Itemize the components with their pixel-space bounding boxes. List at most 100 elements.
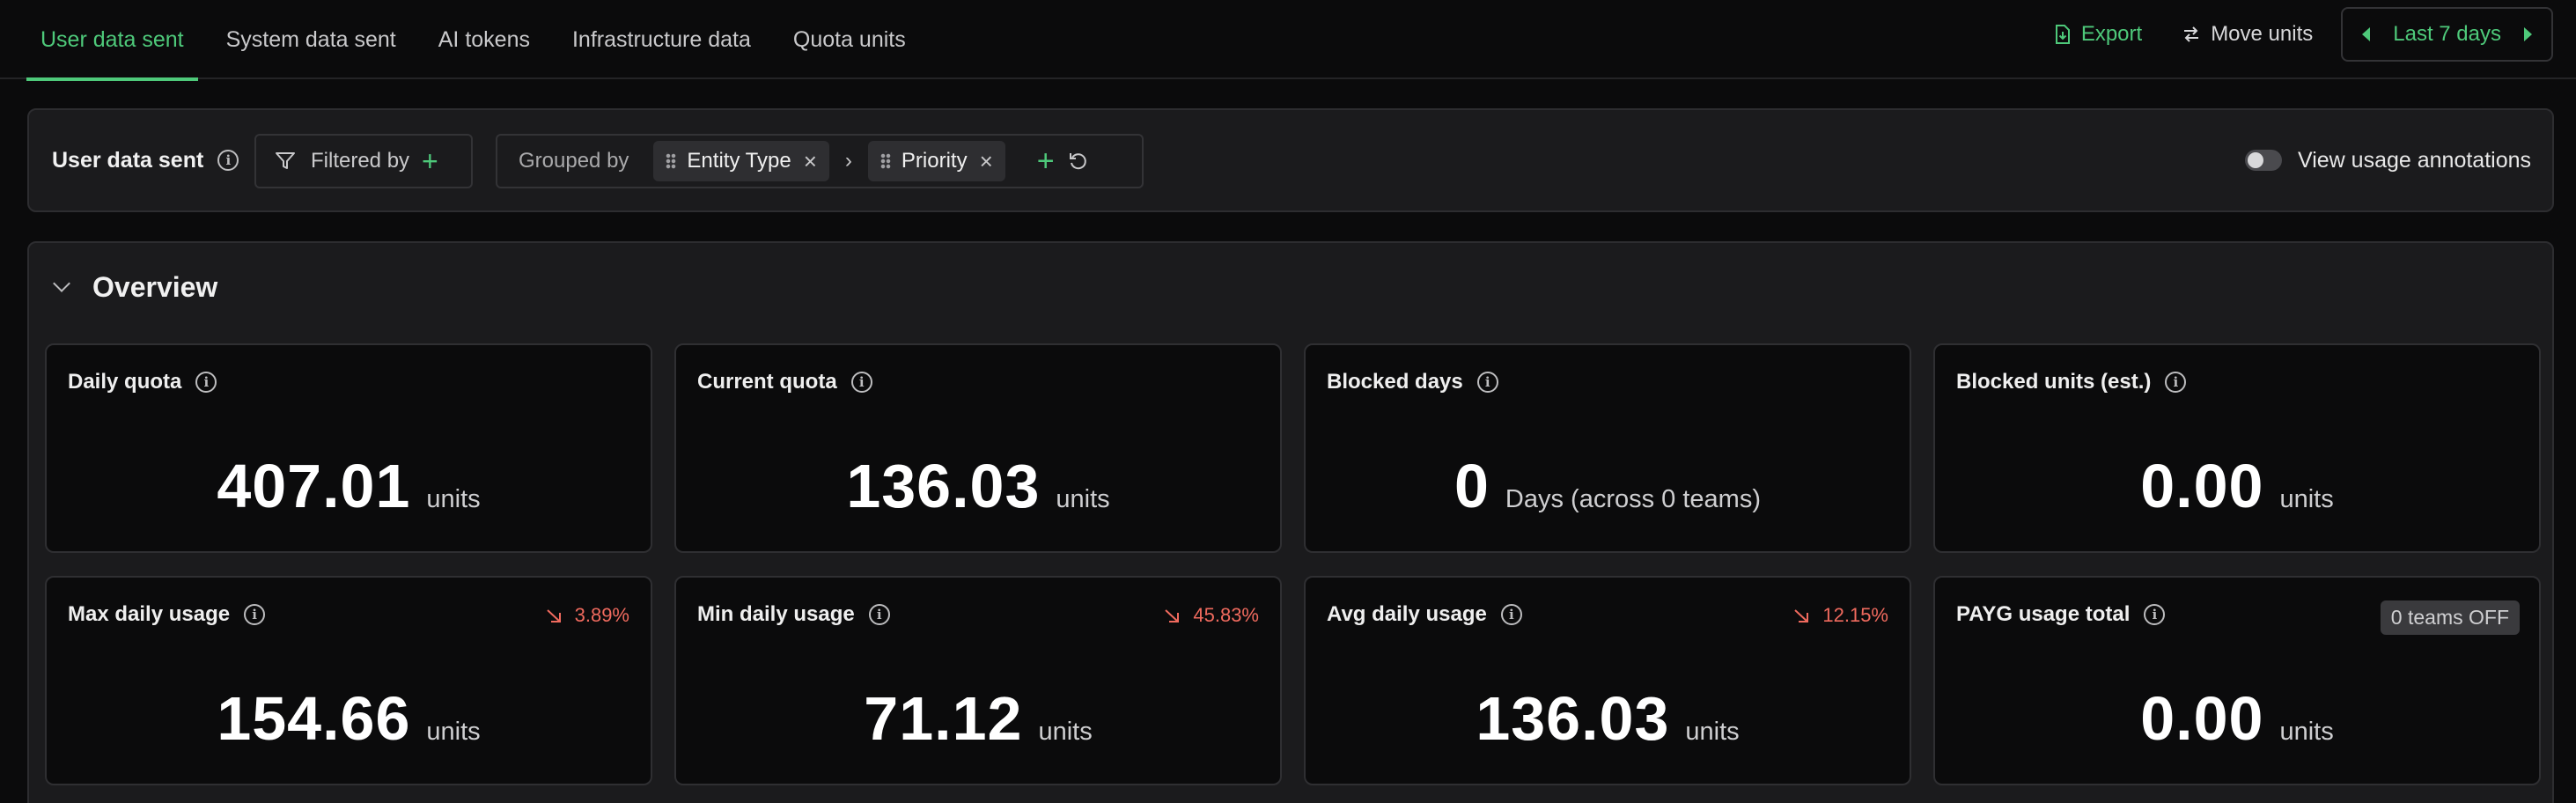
- trend-value: 3.89%: [574, 604, 629, 626]
- trend-down-icon: [546, 609, 561, 623]
- card-unit: units: [426, 485, 481, 513]
- card-number: 0.00: [2140, 684, 2264, 753]
- group-chip-entity-type[interactable]: Entity Type ×: [653, 141, 829, 181]
- usage-annotations-toggle[interactable]: [2244, 150, 2282, 171]
- filter-panel-title: User data sent i: [52, 110, 239, 210]
- tab-infrastructure-data[interactable]: Infrastructure data: [571, 26, 751, 52]
- card-value: 407.01 units: [47, 451, 651, 521]
- card-label-text: Min daily usage: [697, 602, 855, 626]
- card-label-text: Max daily usage: [68, 602, 231, 626]
- card-value: 136.03 units: [676, 451, 1280, 521]
- export-label: Export: [2080, 22, 2143, 46]
- remove-group-icon[interactable]: ×: [803, 148, 817, 174]
- card-unit: Days (across 0 teams): [1505, 485, 1761, 513]
- card-unit: units: [1685, 718, 1740, 746]
- card-min-daily-usage: Min daily usage i 45.83% 71.12 units: [674, 576, 1282, 785]
- chevron-right-icon: ›: [844, 149, 852, 173]
- card-label-text: Avg daily usage: [1327, 602, 1487, 626]
- card-label: Avg daily usage i: [1327, 602, 1522, 627]
- date-range-selector[interactable]: Last 7 days: [2341, 7, 2553, 62]
- card-unit: units: [1038, 718, 1093, 746]
- metric-title: User data sent: [52, 147, 204, 173]
- group-chip-label: Priority: [901, 149, 968, 173]
- filtered-by-button[interactable]: Filtered by +: [254, 134, 473, 188]
- card-payg-usage-total: PAYG usage total i 0 teams OFF 0.00 units: [1933, 576, 2541, 785]
- chevron-down-icon[interactable]: [53, 275, 70, 292]
- card-value: 0.00 units: [1935, 683, 2539, 754]
- next-range-icon[interactable]: [2524, 27, 2532, 41]
- info-icon[interactable]: i: [244, 604, 266, 625]
- info-icon[interactable]: i: [868, 604, 890, 625]
- tab-user-data-sent[interactable]: User data sent: [26, 0, 198, 81]
- group-chip-label: Entity Type: [687, 149, 791, 173]
- card-value: 154.66 units: [47, 683, 651, 754]
- card-number: 71.12: [864, 684, 1023, 753]
- card-number: 136.03: [846, 452, 1041, 520]
- top-actions: Export Move units Last 7 days: [2034, 7, 2553, 62]
- card-daily-quota: Daily quota i 407.01 units: [45, 343, 652, 553]
- card-avg-daily-usage: Avg daily usage i 12.15% 136.03 units: [1304, 576, 1911, 785]
- card-label: Daily quota i: [68, 370, 217, 394]
- remove-group-icon[interactable]: ×: [979, 148, 993, 174]
- card-label: Blocked units (est.) i: [1956, 370, 2187, 394]
- overview-title: Overview: [92, 270, 218, 303]
- card-max-daily-usage: Max daily usage i 3.89% 154.66 units: [45, 576, 652, 785]
- card-number: 136.03: [1476, 684, 1670, 753]
- info-icon[interactable]: i: [2165, 372, 2187, 393]
- grouped-by-control: Grouped by Entity Type × › Priority × +: [496, 134, 1144, 188]
- filter-icon: [276, 152, 295, 169]
- info-icon[interactable]: i: [1500, 604, 1522, 625]
- drag-handle-icon[interactable]: [880, 153, 891, 169]
- card-unit: units: [2279, 485, 2334, 513]
- card-number: 0: [1454, 452, 1490, 520]
- card-label-text: PAYG usage total: [1956, 602, 2131, 626]
- previous-range-icon[interactable]: [2362, 27, 2371, 41]
- trend-value: 12.15%: [1822, 604, 1888, 626]
- info-icon[interactable]: i: [850, 372, 872, 393]
- grouped-by-label: Grouped by: [519, 149, 629, 173]
- card-label-text: Blocked units (est.): [1956, 370, 2152, 394]
- drag-handle-icon[interactable]: [666, 153, 677, 169]
- card-number: 154.66: [217, 684, 411, 753]
- usage-annotations-toggle-row: View usage annotations: [2244, 110, 2531, 210]
- overview-panel: Overview Daily quota i 407.01 units Curren…: [27, 241, 2554, 803]
- info-icon[interactable]: i: [1476, 372, 1498, 393]
- export-button[interactable]: Export: [2034, 7, 2161, 62]
- card-number: 0.00: [2140, 452, 2264, 520]
- card-label: Min daily usage i: [697, 602, 890, 627]
- add-group-icon[interactable]: +: [1036, 144, 1055, 178]
- overview-header[interactable]: Overview: [53, 243, 218, 331]
- card-value: 0.00 units: [1935, 451, 2539, 521]
- reset-icon[interactable]: [1067, 150, 1090, 173]
- move-units-label: Move units: [2211, 22, 2314, 46]
- trend-value: 45.83%: [1193, 604, 1259, 626]
- card-value: 136.03 units: [1306, 683, 1910, 754]
- tab-system-data-sent[interactable]: System data sent: [225, 26, 396, 52]
- card-unit: units: [1056, 485, 1110, 513]
- card-label: Current quota i: [697, 370, 872, 394]
- card-value: 71.12 units: [676, 683, 1280, 754]
- card-blocked-units: Blocked units (est.) i 0.00 units: [1933, 343, 2541, 553]
- tab-quota-units[interactable]: Quota units: [792, 26, 906, 52]
- card-unit: units: [2279, 718, 2334, 746]
- card-label: Blocked days i: [1327, 370, 1498, 394]
- info-icon[interactable]: i: [2144, 604, 2166, 625]
- move-units-button[interactable]: Move units: [2161, 7, 2332, 62]
- info-icon[interactable]: i: [195, 372, 217, 393]
- top-nav-bar: User data sent System data sent AI token…: [0, 0, 2576, 81]
- swap-icon: [2184, 26, 2199, 42]
- add-filter-icon[interactable]: +: [422, 145, 438, 177]
- group-chip-priority[interactable]: Priority ×: [867, 141, 1005, 181]
- trend-down-icon: [1165, 609, 1180, 623]
- filter-panel: User data sent i Filtered by + Grouped b…: [27, 108, 2554, 212]
- trend-indicator: 12.15%: [1792, 604, 1888, 627]
- card-blocked-days: Blocked days i 0 Days (across 0 teams): [1304, 343, 1911, 553]
- trend-down-icon: [1794, 609, 1809, 623]
- trend-indicator: 3.89%: [545, 604, 629, 627]
- info-icon[interactable]: i: [217, 150, 239, 171]
- trend-indicator: 45.83%: [1163, 604, 1259, 627]
- card-value: 0 Days (across 0 teams): [1306, 451, 1910, 521]
- tab-ai-tokens[interactable]: AI tokens: [438, 26, 530, 52]
- card-unit: units: [426, 718, 481, 746]
- card-label-text: Current quota: [697, 370, 837, 394]
